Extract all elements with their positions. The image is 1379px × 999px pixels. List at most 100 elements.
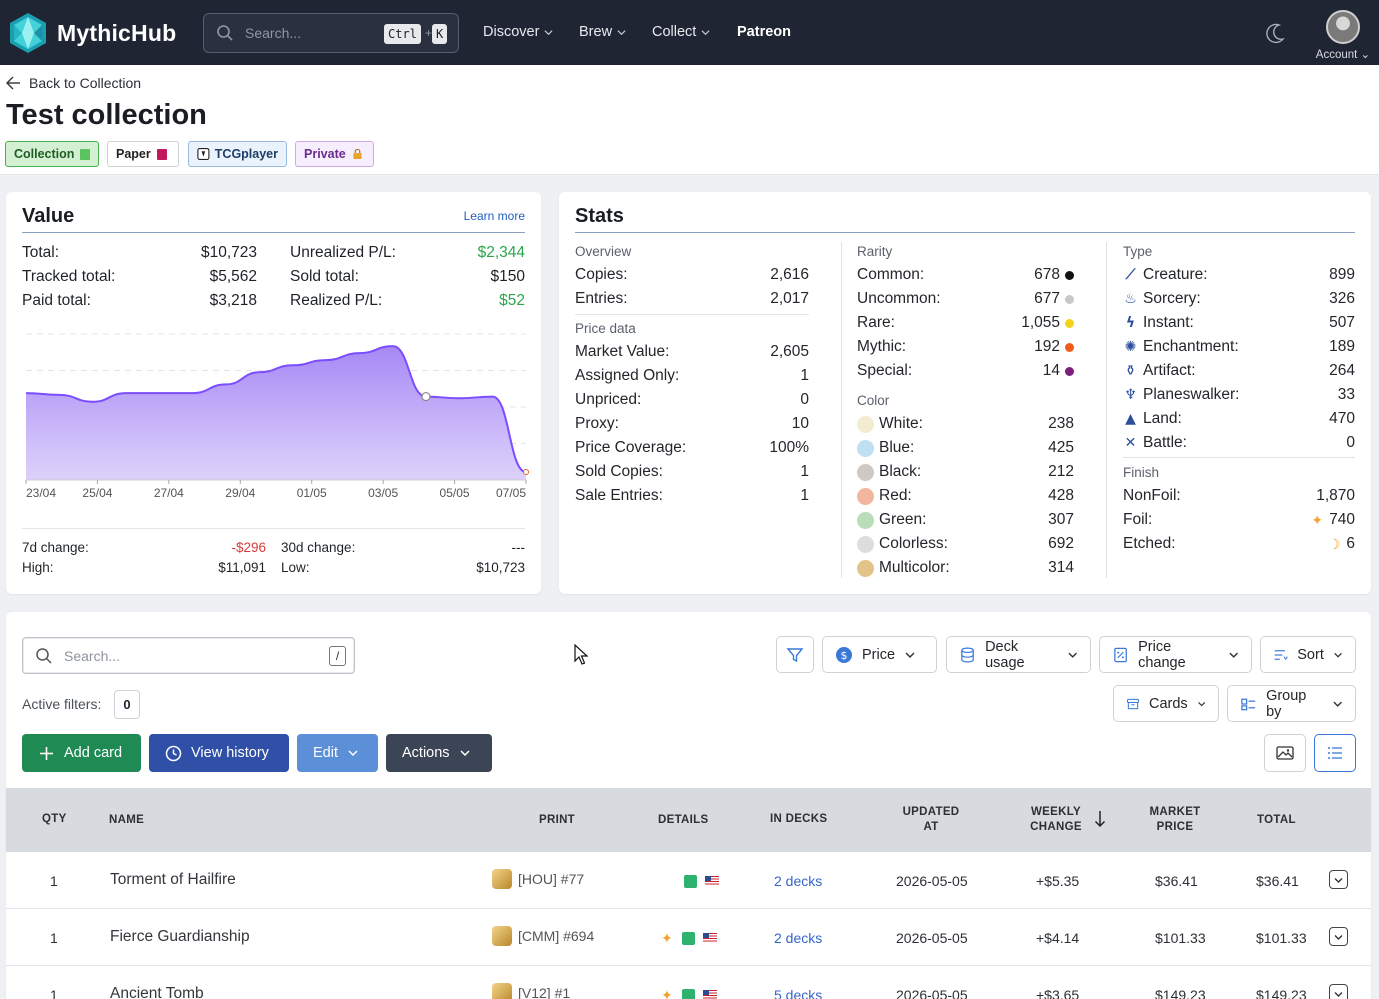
list-view-button[interactable] [1314,734,1356,772]
chevron-down-icon [348,750,358,757]
expand-row-button[interactable] [1329,984,1348,999]
deck-usage-dropdown[interactable]: Deck usage [946,636,1091,673]
learn-more-link[interactable]: Learn more [463,209,525,223]
card-name-link[interactable]: Ancient Tomb [110,985,204,999]
card-name-link[interactable]: Torment of Hailfire [110,871,236,888]
stat-label-wrap: Uncommon: [857,290,941,308]
stat-value: 264 [1329,362,1355,379]
collection-search-input[interactable]: Search... / [22,637,355,674]
print-label: [CMM] #694 [518,928,595,944]
image-view-button[interactable] [1264,734,1306,772]
table-row[interactable]: 1 Torment of Hailfire [HOU] #77 2 decks 2026… [6,852,1371,909]
value-history-chart[interactable]: 23/04 25/04 27/04 29/04 01/05 03/05 05/05 07/05 [22,330,530,510]
back-to-collection-link[interactable]: Back to Collection [6,75,141,91]
list-icon [1328,747,1342,759]
in-decks-link[interactable]: 5 decks [774,987,823,999]
stat-value: 14 [1042,362,1060,379]
clock-icon [165,745,182,761]
total-cell: $149.23 [1256,987,1307,999]
chevron-down-icon [1334,934,1342,940]
view-history-label: View history [191,745,269,761]
col-details[interactable]: DETAILS [658,814,709,826]
stat-label: Foil: [1123,511,1153,528]
rarity-dot-icon [1065,294,1074,304]
col-weekly-change[interactable]: WEEKLY CHANGE [1029,805,1083,835]
condition-badge-icon [681,931,695,945]
col-name[interactable]: NAME [109,814,145,826]
updated-at-cell: 2026-05-05 [896,930,968,946]
in-decks-link[interactable]: 2 decks [774,873,823,889]
brand-logo[interactable]: MythicHub [8,12,176,54]
stat-label-wrap: White: [857,415,923,433]
x-tick-label: 03/05 [368,486,398,500]
stat-rarity-row: Uncommon: 677 [857,288,1074,310]
col-weekly-line2: CHANGE [1030,821,1082,833]
col-print[interactable]: PRINT [539,814,575,826]
chip-tcgplayer[interactable]: TCGplayer [188,141,287,167]
nav-discover[interactable]: Discover [483,24,553,40]
chevron-down-icon [1068,652,1077,658]
col-qty[interactable]: QTY [42,813,67,825]
price-change-dropdown[interactable]: Price change [1099,636,1252,673]
table-row[interactable]: 1 Fierce Guardianship [CMM] #694 ✦ 2 decks 20… [6,909,1371,966]
shortcut-plus: + [425,26,433,40]
col-in-decks[interactable]: IN DECKS [770,813,828,825]
hover-point[interactable] [421,391,431,402]
stat-value-wrap: 33 [1338,386,1355,404]
price-dropdown[interactable]: $ Price [822,636,937,673]
stat-label-wrap: Unpriced: [575,391,641,409]
chip-private[interactable]: Private [295,141,374,167]
chevron-down-icon [1197,701,1205,706]
stat-value-wrap: 507 [1329,314,1355,332]
edit-dropdown[interactable]: Edit [297,734,378,772]
stat-foil: Foil: ✦ 740 [1123,509,1355,531]
actions-dropdown[interactable]: Actions [386,734,492,772]
stat-label: Instant: [1143,314,1194,331]
view-mode-dropdown[interactable]: Cards [1113,685,1219,722]
chip-collection-label: Collection [14,147,75,161]
col-market-line2: PRICE [1156,821,1194,833]
stat-value: 189 [1329,338,1355,355]
expand-row-button[interactable] [1329,927,1348,946]
stat-label: Assigned Only: [575,367,680,384]
table-row[interactable]: 1 Ancient Tomb [V12] #1 ✦ 5 decks 2026-05-05 +… [6,966,1371,999]
chip-tcgplayer-label: TCGplayer [214,147,278,161]
col-updated-at[interactable]: UPDATED AT [902,805,960,835]
col-market-price[interactable]: MARKET PRICE [1149,805,1201,835]
mouse-cursor-icon [574,644,588,665]
card-name-link[interactable]: Fierce Guardianship [110,928,250,945]
view-history-button[interactable]: View history [149,734,289,772]
sold-total-label: Sold total: [290,268,359,285]
stat-label-wrap: Special: [857,362,912,380]
value-card: Value Learn more Total: $10,723 Tracked … [6,192,541,594]
sort-desc-arrow-icon[interactable] [1094,810,1106,828]
stat-label: NonFoil: [1123,487,1181,504]
stats-title: Stats [575,205,624,227]
nav-collect[interactable]: Collect [652,24,710,40]
stat-value: 0 [1346,434,1355,451]
stat-label: Artifact: [1143,362,1196,379]
expand-row-button[interactable] [1329,870,1348,889]
account-menu[interactable]: Account ⌄ [1313,10,1373,61]
filter-button[interactable] [776,636,814,673]
dark-mode-toggle-icon[interactable] [1264,22,1286,44]
edit-label: Edit [313,745,338,761]
value-title: Value [22,205,75,227]
sort-lines-icon [1274,649,1288,660]
stat-label: Blue: [879,439,915,456]
nav-brew[interactable]: Brew [579,24,626,40]
add-card-button[interactable]: Add card [22,734,141,772]
col-total[interactable]: TOTAL [1257,814,1296,826]
chip-collection[interactable]: Collection [5,141,99,167]
group-by-dropdown[interactable]: Group by [1227,685,1356,722]
nav-patreon[interactable]: Patreon [737,24,791,40]
global-search-input[interactable]: Search... Ctrl + K [203,13,459,53]
sort-dropdown[interactable]: Sort [1260,636,1356,673]
stat-value-wrap: 0 [800,391,809,409]
in-decks-link[interactable]: 2 decks [774,930,823,946]
stat-label: Sold Copies: [575,463,663,480]
stat-label: Sale Entries: [575,487,663,504]
change-30d-value: --- [511,540,526,555]
chip-paper[interactable]: Paper [107,141,179,167]
unrealized-pl-label: Unrealized P/L: [290,244,396,261]
